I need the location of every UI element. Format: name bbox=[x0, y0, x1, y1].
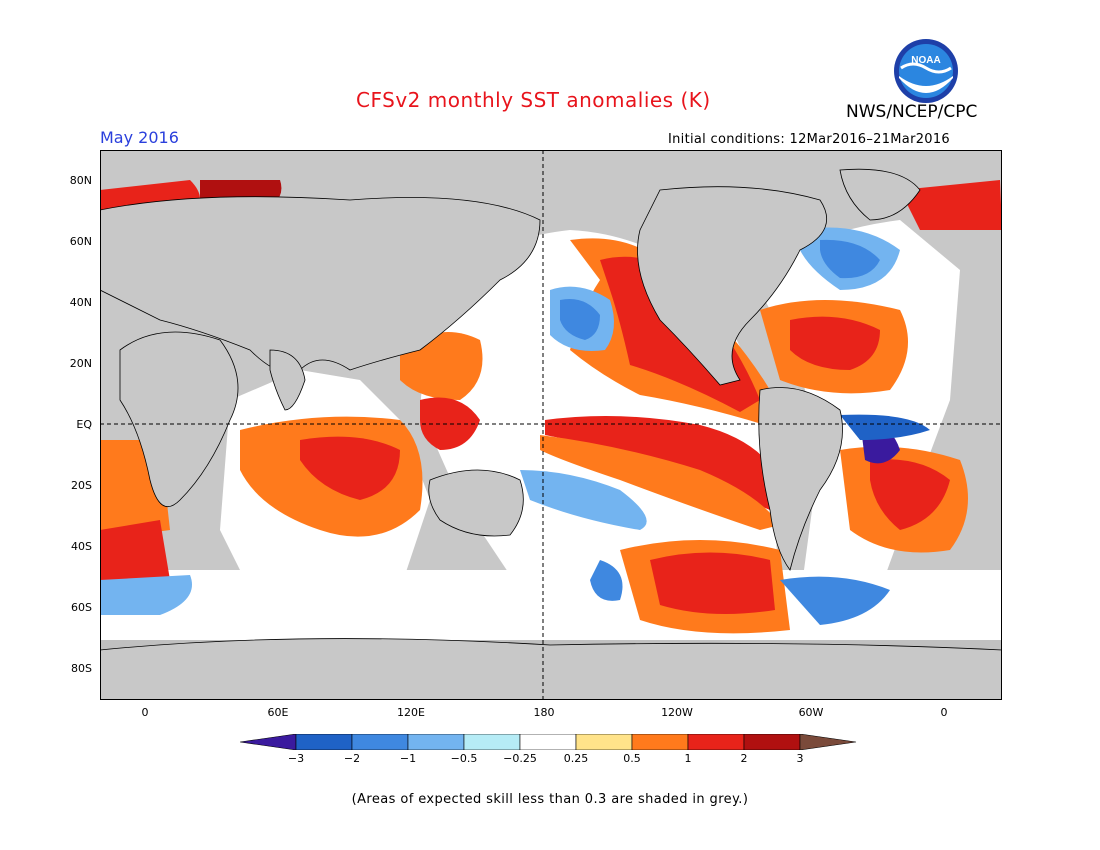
forecast-month: May 2016 bbox=[100, 128, 179, 147]
lon-label-60e: 60E bbox=[267, 706, 289, 719]
lat-label-40n: 40N bbox=[69, 296, 92, 309]
colorbar-segment bbox=[519, 734, 577, 750]
colorbar-segment bbox=[743, 734, 801, 750]
colorbar-arrow-low bbox=[240, 734, 297, 750]
colorbar-tick: 2 bbox=[740, 752, 748, 765]
lat-label-80n: 80N bbox=[69, 174, 92, 187]
colorbar-segment bbox=[407, 734, 465, 750]
lon-label-120w: 120W bbox=[661, 706, 693, 719]
colorbar-segment bbox=[463, 734, 521, 750]
ocean-fields bbox=[100, 180, 1002, 700]
lon-label-60w: 60W bbox=[798, 706, 824, 719]
lat-label-60s: 60S bbox=[71, 601, 92, 614]
colorbar-segment bbox=[351, 734, 409, 750]
colorbar-segment bbox=[295, 734, 353, 750]
lat-label-40s: 40S bbox=[71, 540, 92, 553]
organization-label: NWS/NCEP/CPC bbox=[846, 102, 978, 122]
colorbar-segment bbox=[687, 734, 745, 750]
lat-label-60n: 60N bbox=[69, 235, 92, 248]
lat-label-20s: 20S bbox=[71, 479, 92, 492]
colorbar-arrow-high bbox=[799, 734, 857, 750]
continent-outlines bbox=[100, 168, 1002, 700]
colorbar-tick: −1 bbox=[399, 752, 417, 765]
logo-text: NOAA bbox=[911, 55, 940, 66]
colorbar-tick: 1 bbox=[684, 752, 692, 765]
colorbar-tick: 0.25 bbox=[563, 752, 589, 765]
map-frame bbox=[100, 150, 1002, 700]
lat-label-20n: 20N bbox=[69, 357, 92, 370]
colorbar-tick: −0.5 bbox=[450, 752, 478, 765]
skill-footnote: (Areas of expected skill less than 0.3 a… bbox=[351, 792, 749, 807]
colorbar-tick: −0.25 bbox=[503, 752, 537, 765]
colorbar-tick: −2 bbox=[343, 752, 361, 765]
chart-title: CFSv2 monthly SST anomalies (K) bbox=[356, 88, 711, 112]
lon-label-120e: 120E bbox=[397, 706, 425, 719]
lon-label-0-right: 0 bbox=[940, 706, 948, 719]
colorbar-segment bbox=[575, 734, 633, 750]
lon-label-0: 0 bbox=[141, 706, 149, 719]
noaa-logo: NOAA bbox=[894, 39, 958, 103]
colorbar bbox=[240, 734, 857, 750]
lat-label-eq: EQ bbox=[76, 418, 92, 431]
lon-label-180: 180 bbox=[533, 706, 555, 719]
colorbar-tick: 0.5 bbox=[623, 752, 641, 765]
colorbar-segment bbox=[631, 734, 689, 750]
colorbar-tick: −3 bbox=[287, 752, 305, 765]
initial-conditions: Initial conditions: 12Mar2016–21Mar2016 bbox=[668, 132, 951, 147]
sst-anomaly-map bbox=[100, 150, 1002, 700]
colorbar-tick: 3 bbox=[796, 752, 804, 765]
lat-label-80s: 80S bbox=[71, 662, 92, 675]
